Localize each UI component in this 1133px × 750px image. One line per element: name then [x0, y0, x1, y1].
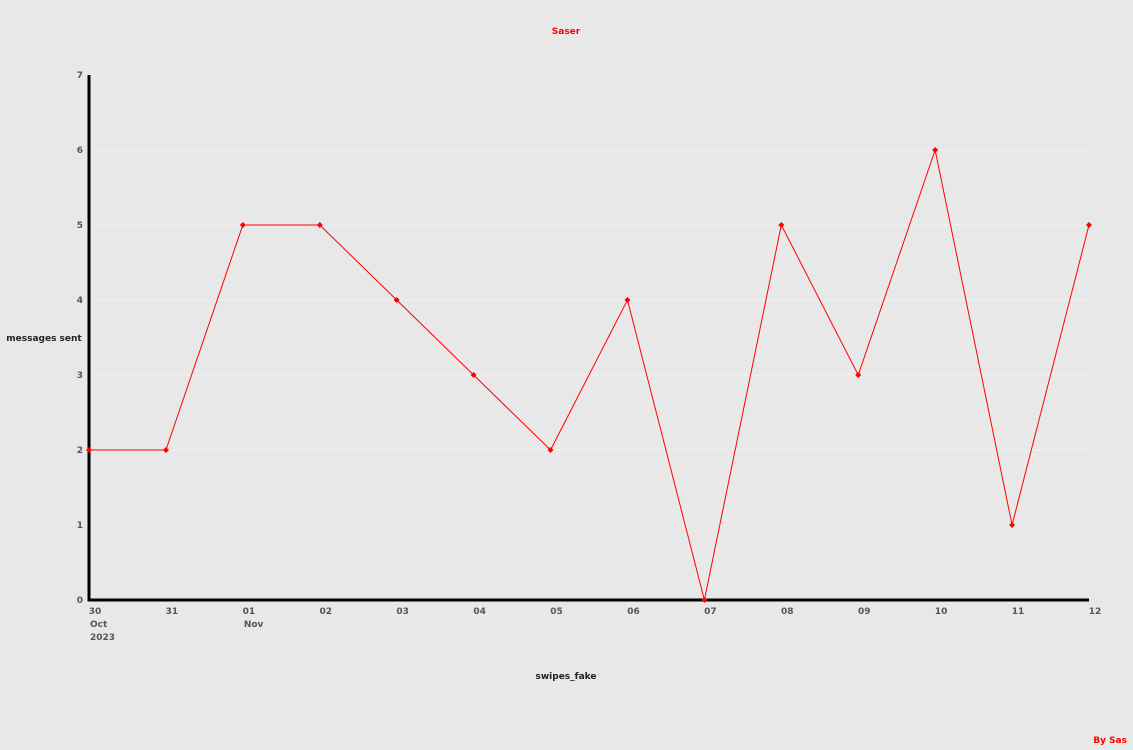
data-series — [86, 147, 1092, 603]
x-tick-label: 09 — [858, 607, 871, 617]
y-tick-label: 7 — [77, 71, 83, 81]
y-tick-label: 3 — [77, 371, 83, 381]
axes — [87, 75, 1089, 602]
x-tick-label: 05 — [550, 607, 563, 617]
data-point — [470, 372, 477, 378]
y-tick-label: 1 — [77, 521, 83, 531]
x-tick-label: 04 — [473, 607, 486, 617]
data-point — [393, 297, 400, 303]
x-tick-label: 10 — [935, 607, 948, 617]
x-tick-label: 02 — [320, 607, 333, 617]
grid-lines — [89, 74, 1089, 601]
x-tick-label: 01 — [243, 607, 256, 617]
chart-title: Saser — [552, 27, 581, 37]
data-point — [701, 597, 708, 603]
data-point — [86, 447, 92, 453]
x-tick-label: 12 — [1089, 607, 1102, 617]
x-tick-label: 31 — [166, 607, 179, 617]
x-tick-labels: 30 Oct 2023 31 01 Nov 02 03 04 05 06 07 08 09 10 11 12 — [89, 607, 1102, 643]
data-point — [1086, 222, 1092, 228]
x-tick-label: 30 — [89, 607, 102, 617]
data-point — [1009, 522, 1016, 528]
data-point — [316, 222, 323, 228]
data-point — [778, 222, 785, 228]
data-point — [932, 147, 939, 153]
data-point — [547, 447, 554, 453]
x-tick-month-label: Nov — [244, 620, 264, 630]
credit-label: By Sas — [1093, 736, 1127, 746]
y-tick-label: 5 — [77, 221, 83, 231]
x-tick-label: 06 — [627, 607, 640, 617]
x-tick-label: 08 — [781, 607, 794, 617]
series-line — [89, 148, 1090, 601]
y-tick-label: 6 — [77, 146, 83, 156]
data-point — [855, 372, 862, 378]
data-point — [239, 222, 246, 228]
x-axis-label: swipes_fake — [536, 672, 597, 682]
x-tick-month-label: Oct — [90, 620, 108, 630]
y-tick-label: 0 — [77, 596, 83, 606]
x-tick-label: 03 — [396, 607, 409, 617]
data-point — [624, 297, 631, 303]
y-tick-label: 4 — [77, 296, 83, 306]
data-point — [162, 447, 169, 453]
x-tick-label: 11 — [1012, 607, 1025, 617]
y-tick-labels: 0 1 2 3 4 5 6 7 — [77, 71, 83, 606]
y-tick-label: 2 — [77, 446, 83, 456]
x-tick-label: 07 — [704, 607, 717, 617]
x-tick-year-label: 2023 — [90, 633, 115, 643]
y-axis-label: messages sent — [6, 334, 82, 344]
